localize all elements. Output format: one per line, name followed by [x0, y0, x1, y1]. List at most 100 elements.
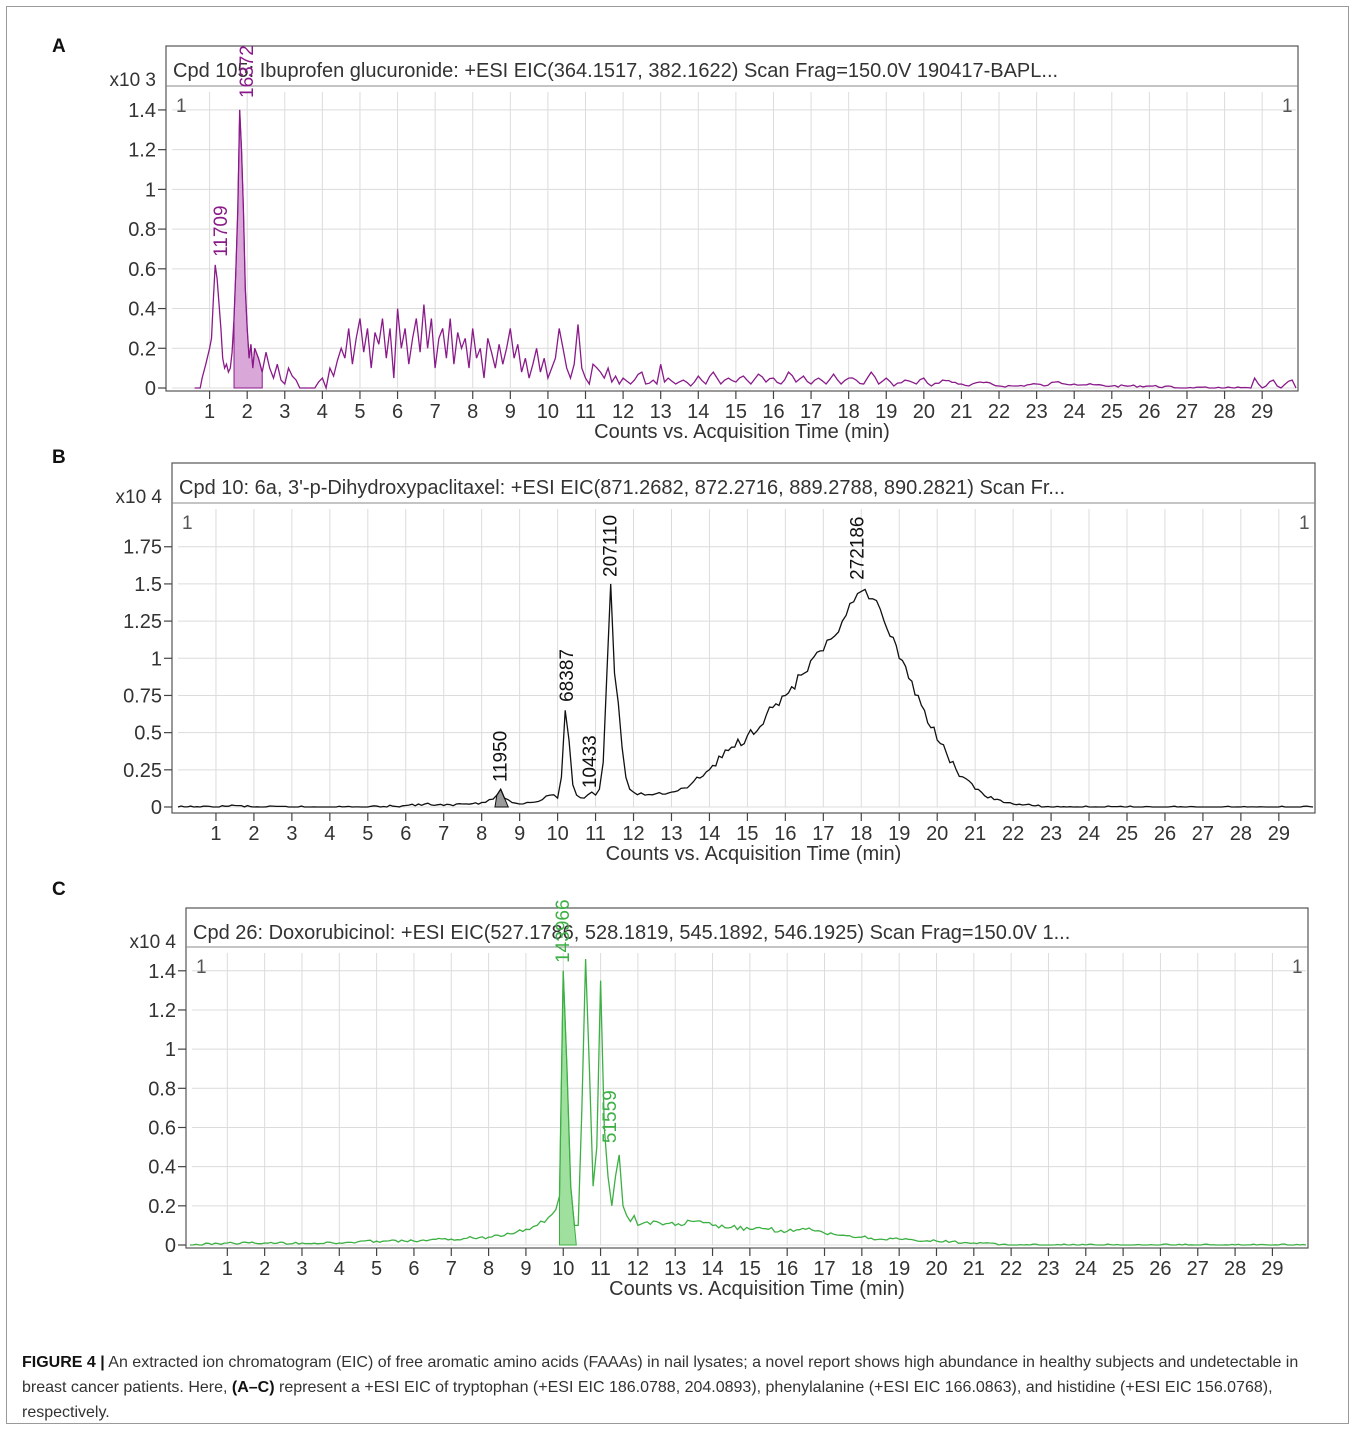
- corner-label-left: 1: [196, 957, 207, 978]
- x-tick-label: 18: [851, 1258, 873, 1280]
- y-tick-label: 0.6: [128, 259, 156, 281]
- chart-a: Cpd 105: Ibuprofen glucuronide: +ESI EIC…: [110, 45, 1299, 443]
- peak-label: 10433: [580, 735, 601, 788]
- y-tick-label: 0.2: [128, 338, 156, 360]
- y-tick-label: 1.75: [123, 537, 162, 559]
- x-tick-label: 22: [1000, 1258, 1022, 1280]
- x-tick-label: 2: [242, 401, 253, 423]
- x-tick-label: 14: [701, 1258, 723, 1280]
- y-tick-label: 0: [165, 1235, 176, 1257]
- x-tick-label: 8: [476, 823, 487, 845]
- x-tick-label: 25: [1112, 1258, 1134, 1280]
- caption-label: FIGURE 4 |: [22, 1354, 105, 1371]
- x-tick-label: 17: [813, 1258, 835, 1280]
- x-tick-label: 29: [1268, 823, 1290, 845]
- y-tick-label: 1: [151, 648, 162, 670]
- y-tick-label: 1.4: [128, 100, 156, 122]
- peak-label: 16372: [237, 45, 258, 98]
- series-line: [177, 583, 1314, 808]
- x-tick-label: 4: [324, 823, 335, 845]
- x-tick-label: 11: [590, 1258, 611, 1280]
- x-tick-label: 25: [1101, 401, 1123, 423]
- x-tick-label: 14: [687, 401, 709, 423]
- x-tick-label: 15: [736, 823, 758, 845]
- corner-label-right: 1: [1292, 957, 1303, 978]
- series-line: [189, 958, 1307, 1246]
- peak-label: 143966: [553, 899, 574, 962]
- x-tick-label: 7: [430, 401, 441, 423]
- x-tick-label: 18: [850, 823, 872, 845]
- x-tick-label: 24: [1063, 401, 1085, 423]
- plot-frame: [171, 462, 1316, 814]
- x-tick-label: 16: [774, 823, 796, 845]
- peak-label: 11709: [211, 205, 232, 256]
- x-tick-label: 21: [964, 823, 986, 845]
- x-tick-label: 12: [627, 1258, 649, 1280]
- chart-title: Cpd 10: 6a, 3'-p-Dihydroxypaclitaxel: +E…: [179, 477, 1065, 499]
- peak-label: 51559: [600, 1090, 621, 1143]
- corner-label-left: 1: [176, 96, 187, 117]
- y-tick-label: 0.4: [128, 299, 156, 321]
- corner-label-right: 1: [1282, 96, 1293, 117]
- x-tick-label: 21: [950, 401, 972, 423]
- x-tick-label: 7: [446, 1258, 457, 1280]
- x-tick-label: 13: [660, 823, 682, 845]
- x-tick-label: 27: [1176, 401, 1198, 423]
- x-tick-label: 17: [812, 823, 834, 845]
- x-tick-label: 13: [664, 1258, 686, 1280]
- corner-label-right: 1: [1299, 513, 1310, 534]
- y-tick-label: 0.8: [128, 219, 156, 241]
- x-tick-label: 1: [210, 823, 221, 845]
- x-tick-label: 24: [1075, 1258, 1097, 1280]
- y-tick-label: 0.25: [123, 760, 162, 782]
- x-axis-label: Counts vs. Acquisition Time (min): [609, 1278, 905, 1300]
- x-tick-label: 29: [1251, 401, 1273, 423]
- y-tick-label: 0.8: [148, 1078, 176, 1100]
- x-tick-label: 21: [963, 1258, 985, 1280]
- x-tick-label: 28: [1230, 823, 1252, 845]
- x-tick-label: 3: [286, 823, 297, 845]
- y-tick-label: 1.25: [123, 611, 162, 633]
- caption-text-1: An extracted ion chromatogram (EIC) of f…: [22, 1354, 1299, 1396]
- x-tick-label: 14: [698, 823, 720, 845]
- y-multiplier: x10 4: [116, 487, 163, 508]
- chart-c: Cpd 26: Doxorubicinol: +ESI EIC(527.1786…: [130, 899, 1309, 1300]
- x-tick-label: 20: [926, 823, 948, 845]
- x-tick-label: 6: [408, 1258, 419, 1280]
- peak-label: 207110: [601, 515, 622, 577]
- x-tick-label: 2: [259, 1258, 270, 1280]
- panel-label-a: A: [52, 36, 66, 57]
- series-line: [194, 109, 1297, 391]
- figure-caption: FIGURE 4 | An extracted ion chromatogram…: [22, 1350, 1340, 1425]
- x-tick-label: 20: [925, 1258, 947, 1280]
- x-tick-label: 10: [552, 1258, 574, 1280]
- x-tick-label: 15: [725, 401, 747, 423]
- y-tick-label: 0.2: [148, 1196, 176, 1218]
- x-tick-label: 6: [392, 401, 403, 423]
- x-tick-label: 9: [520, 1258, 531, 1280]
- y-tick-label: 0: [145, 378, 156, 400]
- x-tick-label: 12: [612, 401, 634, 423]
- y-tick-label: 1: [165, 1039, 176, 1061]
- x-tick-label: 18: [838, 401, 860, 423]
- x-tick-label: 20: [913, 401, 935, 423]
- x-tick-label: 4: [317, 401, 328, 423]
- x-tick-label: 23: [1037, 1258, 1059, 1280]
- y-tick-label: 1.2: [148, 1000, 176, 1022]
- x-tick-label: 19: [888, 1258, 910, 1280]
- y-multiplier: x10 4: [130, 932, 177, 953]
- x-tick-label: 27: [1192, 823, 1214, 845]
- x-tick-label: 10: [537, 401, 559, 423]
- x-tick-label: 19: [875, 401, 897, 423]
- chart-b: Cpd 10: 6a, 3'-p-Dihydroxypaclitaxel: +E…: [116, 462, 1316, 865]
- y-tick-label: 0: [151, 797, 162, 819]
- x-tick-label: 5: [362, 823, 373, 845]
- chart-title: Cpd 26: Doxorubicinol: +ESI EIC(527.1786…: [193, 922, 1070, 944]
- caption-text-2: represent a +ESI EIC of tryptophan (+ESI…: [22, 1379, 1273, 1421]
- x-axis-label: Counts vs. Acquisition Time (min): [606, 843, 902, 865]
- x-tick-label: 26: [1138, 401, 1160, 423]
- x-tick-label: 25: [1116, 823, 1138, 845]
- x-tick-label: 28: [1224, 1258, 1246, 1280]
- x-tick-label: 23: [1040, 823, 1062, 845]
- x-tick-label: 11: [575, 401, 596, 423]
